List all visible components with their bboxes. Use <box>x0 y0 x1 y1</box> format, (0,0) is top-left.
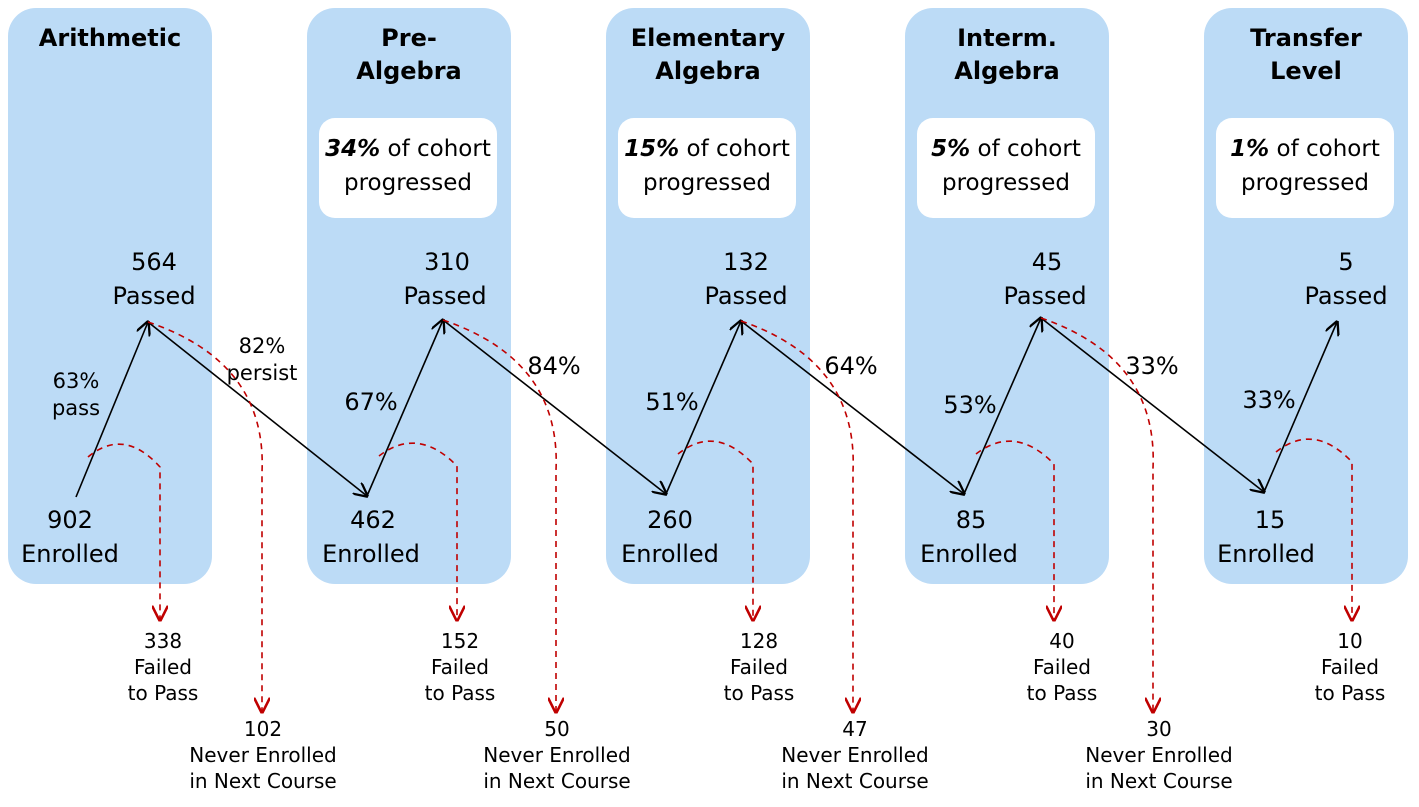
enrolled-count: 902 <box>47 506 93 534</box>
level-title: Pre- Algebra <box>356 24 462 85</box>
failed-to-pass-arrow <box>1275 438 1352 620</box>
failed-to-pass-arrow <box>677 440 753 620</box>
pass-rate-label: 67% <box>344 388 398 416</box>
cohort-text: of cohort progressed <box>343 136 491 196</box>
persist-arrow <box>740 320 964 494</box>
enrolled-label: Enrolled <box>1217 540 1315 568</box>
cohort-box: 5% of cohort progressed <box>917 118 1095 218</box>
enrolled-count: 260 <box>647 506 693 534</box>
never-enrolled-label: 102 Never Enrolled in Next Course <box>189 717 337 793</box>
never-enrolled-arrow <box>442 319 556 712</box>
persist-label: 82% persist <box>226 334 298 385</box>
pass-rate-label: 53% <box>943 391 997 419</box>
cohort-box: 34% of cohort progressed <box>319 118 497 218</box>
pass-arrow <box>963 318 1041 495</box>
pass-rate-label: 33% <box>1242 386 1296 414</box>
pass-arrow <box>1263 322 1337 493</box>
cohort-percent: 15% <box>624 136 680 162</box>
failed-to-pass-arrow <box>378 442 457 620</box>
enrolled-label: Enrolled <box>322 540 420 568</box>
failed-to-pass-label: 128 Failed to Pass <box>723 629 795 705</box>
pass-arrow <box>665 321 741 495</box>
level-title: Transfer Level <box>1250 24 1362 85</box>
passed-count: 45 <box>1031 248 1063 276</box>
pass-rate-label: 63% pass <box>51 369 101 420</box>
level-title: Arithmetic <box>38 24 182 52</box>
persist-arrow <box>1040 317 1264 492</box>
passed-count: 310 <box>424 248 470 276</box>
never-enrolled-label: 30 Never Enrolled in Next Course <box>1085 717 1233 793</box>
persist-arrow <box>147 321 367 496</box>
cohort-text: of cohort progressed <box>1240 136 1380 196</box>
persist-label: 64% <box>824 352 878 380</box>
level-panel-transfer-level: Transfer Level 1% of cohort progressed 5… <box>1204 8 1408 584</box>
level-panel-interm-algebra: Interm. Algebra 5% of cohort progressed … <box>905 8 1109 584</box>
passed-count: 564 <box>131 248 177 276</box>
enrolled-count: 462 <box>350 506 396 534</box>
failed-to-pass-arrow <box>87 443 160 620</box>
level-panel-pre-algebra: Pre- Algebra 34% of cohort progressed 31… <box>307 8 511 584</box>
persist-arrow <box>442 319 666 494</box>
passed-label: Passed <box>403 282 487 310</box>
failed-to-pass-label: 10 Failed to Pass <box>1314 629 1386 705</box>
never-enrolled-arrow <box>740 320 853 712</box>
persist-label: 33% <box>1125 352 1179 380</box>
failed-to-pass-arrow <box>975 440 1054 620</box>
level-panel-elementary-algebra: Elementary Algebra 15% of cohort progres… <box>606 8 810 584</box>
enrolled-count: 15 <box>1254 506 1286 534</box>
cohort-percent: 5% <box>931 136 971 162</box>
enrolled-count: 85 <box>955 506 987 534</box>
never-enrolled-label: 47 Never Enrolled in Next Course <box>781 717 929 793</box>
passed-label: Passed <box>112 282 196 310</box>
level-panel-arithmetic: Arithmetic 564 Passed 902 Enrolled <box>8 8 212 584</box>
level-title: Interm. Algebra <box>954 24 1060 85</box>
never-enrolled-arrow <box>147 321 262 712</box>
passed-count: 132 <box>723 248 769 276</box>
level-title: Elementary Algebra <box>630 24 786 85</box>
cohort-box: 15% of cohort progressed <box>618 118 796 218</box>
passed-label: Passed <box>704 282 788 310</box>
cohort-text: of cohort progressed <box>642 136 790 196</box>
pass-rate-label: 51% <box>645 388 699 416</box>
persist-label: 84% <box>527 352 581 380</box>
cohort-box: 1% of cohort progressed <box>1216 118 1394 218</box>
pass-arrow <box>366 320 443 497</box>
failed-to-pass-label: 152 Failed to Pass <box>424 629 496 705</box>
passed-count: 5 <box>1338 248 1354 276</box>
pass-arrow <box>75 322 148 498</box>
passed-label: Passed <box>1003 282 1087 310</box>
enrolled-label: Enrolled <box>621 540 719 568</box>
never-enrolled-arrow <box>1040 317 1153 712</box>
cohort-percent: 1% <box>1230 136 1270 162</box>
enrolled-label: Enrolled <box>21 540 119 568</box>
never-enrolled-label: 50 Never Enrolled in Next Course <box>483 717 631 793</box>
cohort-text: of cohort progressed <box>941 136 1081 196</box>
cohort-percent: 34% <box>325 136 381 162</box>
failed-to-pass-label: 338 Failed to Pass <box>127 629 199 705</box>
enrolled-label: Enrolled <box>920 540 1018 568</box>
failed-to-pass-label: 40 Failed to Pass <box>1026 629 1098 705</box>
passed-label: Passed <box>1304 282 1388 310</box>
